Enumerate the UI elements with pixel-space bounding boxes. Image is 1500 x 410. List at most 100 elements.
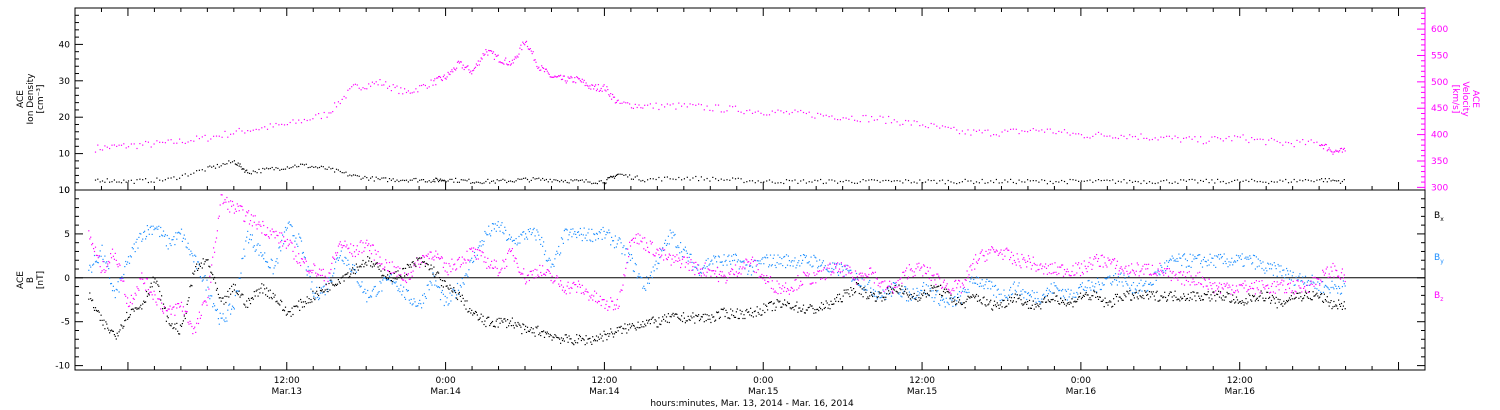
data-point xyxy=(422,84,425,86)
data-point xyxy=(687,263,689,265)
data-point xyxy=(734,178,737,180)
data-point xyxy=(1135,270,1137,272)
data-point xyxy=(103,269,105,271)
data-point xyxy=(663,259,665,261)
data-point xyxy=(640,276,642,279)
data-point xyxy=(1224,260,1226,262)
data-point xyxy=(335,261,337,263)
data-point xyxy=(100,255,102,257)
data-point xyxy=(968,291,970,293)
data-point xyxy=(234,163,236,165)
data-point xyxy=(1193,281,1195,283)
data-point xyxy=(811,116,813,118)
data-point xyxy=(235,291,237,293)
data-point xyxy=(676,246,678,249)
data-point xyxy=(511,59,513,61)
data-point xyxy=(999,251,1001,253)
data-point xyxy=(454,263,456,265)
series-by xyxy=(88,221,1346,325)
data-point xyxy=(1151,284,1153,286)
data-point xyxy=(228,304,230,306)
data-point xyxy=(135,294,137,296)
data-point xyxy=(1260,262,1262,264)
data-point xyxy=(766,254,768,256)
data-point xyxy=(754,259,756,261)
data-point xyxy=(337,101,339,103)
data-point xyxy=(243,303,245,305)
data-point xyxy=(1048,289,1050,291)
data-point xyxy=(1180,141,1182,143)
data-point xyxy=(1120,266,1122,268)
data-point xyxy=(639,276,641,278)
data-point xyxy=(820,178,822,181)
data-point xyxy=(244,255,246,257)
data-point xyxy=(274,265,276,267)
data-point xyxy=(95,309,97,311)
data-point xyxy=(1088,279,1090,282)
data-point xyxy=(1083,260,1085,262)
data-point xyxy=(370,261,373,263)
data-point xyxy=(191,325,193,328)
data-point xyxy=(781,288,783,290)
data-point xyxy=(1163,274,1165,276)
data-point xyxy=(92,264,94,266)
data-point xyxy=(785,304,787,306)
data-point xyxy=(515,238,517,240)
data-point xyxy=(717,104,720,106)
data-point xyxy=(602,182,604,184)
data-point xyxy=(873,282,875,284)
data-point xyxy=(588,299,590,301)
data-point xyxy=(896,286,898,288)
data-point xyxy=(650,271,652,273)
data-point xyxy=(682,256,685,258)
data-point xyxy=(494,182,496,184)
data-point xyxy=(1009,296,1011,298)
data-point xyxy=(1063,297,1066,299)
data-point xyxy=(1324,272,1326,274)
data-point xyxy=(612,93,614,96)
data-point xyxy=(374,285,376,288)
data-point xyxy=(502,62,504,64)
data-point xyxy=(205,259,207,261)
data-point xyxy=(586,342,588,344)
data-point xyxy=(475,63,477,65)
data-point xyxy=(1075,296,1077,298)
data-point xyxy=(779,256,781,258)
data-point xyxy=(481,240,483,242)
data-point xyxy=(248,242,250,244)
data-point xyxy=(184,142,186,144)
data-point xyxy=(529,48,531,50)
data-point xyxy=(548,73,550,75)
data-point xyxy=(1293,284,1295,286)
data-point xyxy=(982,254,984,257)
data-point xyxy=(1252,254,1255,256)
data-point xyxy=(209,275,211,277)
data-point xyxy=(714,273,716,275)
data-point xyxy=(493,325,495,327)
data-point xyxy=(624,254,626,256)
data-point xyxy=(352,84,355,86)
data-point xyxy=(187,141,189,143)
data-point xyxy=(129,255,131,257)
data-point xyxy=(312,292,314,294)
data-point xyxy=(538,177,540,179)
data-point xyxy=(862,288,864,290)
data-point xyxy=(1111,284,1113,286)
data-point xyxy=(577,280,580,282)
data-point xyxy=(1273,262,1275,264)
data-point xyxy=(427,253,429,255)
data-point xyxy=(1027,260,1029,262)
data-point xyxy=(1225,284,1227,286)
data-point xyxy=(1231,140,1233,142)
data-point xyxy=(1095,283,1097,285)
data-point xyxy=(1052,182,1054,185)
data-point xyxy=(967,276,969,278)
data-point xyxy=(777,182,779,184)
data-point xyxy=(1221,256,1223,258)
data-point xyxy=(313,297,315,299)
data-point xyxy=(1013,281,1015,283)
data-point xyxy=(799,285,801,287)
data-point xyxy=(383,268,385,270)
data-point xyxy=(449,284,451,286)
data-point xyxy=(980,285,982,287)
